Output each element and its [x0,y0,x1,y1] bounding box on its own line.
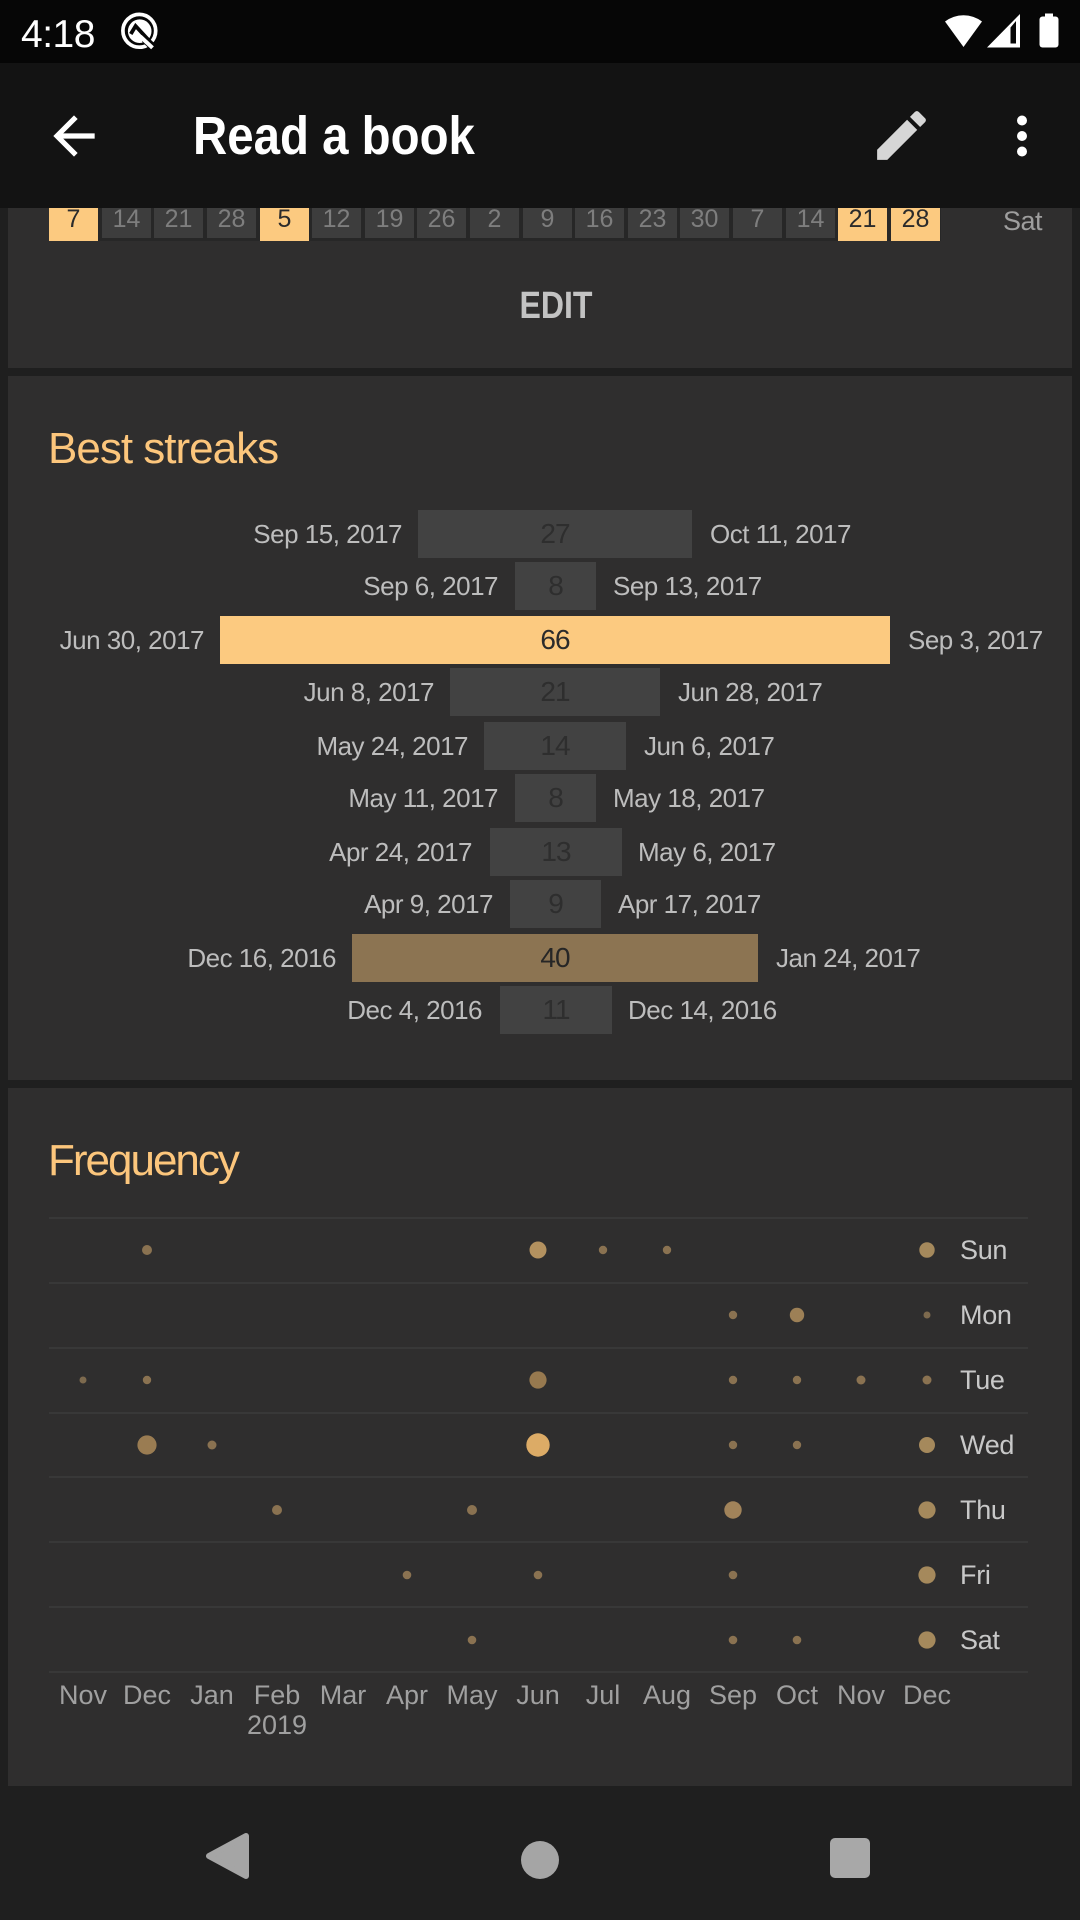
svg-text:Mar: Mar [320,1680,367,1710]
svg-text:Jan: Jan [190,1680,234,1710]
svg-text:Apr: Apr [386,1680,428,1710]
svg-text:Wed: Wed [960,1430,1014,1460]
svg-text:Nov: Nov [837,1680,886,1710]
svg-text:Jul: Jul [586,1680,621,1710]
svg-text:Sep: Sep [709,1680,757,1710]
svg-text:Fri: Fri [960,1560,991,1590]
svg-text:Oct: Oct [776,1680,819,1710]
svg-text:Sat: Sat [960,1625,1000,1655]
svg-text:2019: 2019 [247,1710,307,1740]
svg-text:Dec: Dec [903,1680,951,1710]
svg-text:Nov: Nov [59,1680,108,1710]
svg-text:May: May [446,1680,498,1710]
svg-text:Tue: Tue [960,1365,1005,1395]
svg-text:Aug: Aug [643,1680,691,1710]
svg-text:Mon: Mon [960,1300,1012,1330]
svg-text:Dec: Dec [123,1680,171,1710]
svg-text:Thu: Thu [960,1495,1006,1525]
svg-text:Jun: Jun [516,1680,560,1710]
svg-text:Feb: Feb [254,1680,301,1710]
svg-text:Sun: Sun [960,1235,1007,1265]
